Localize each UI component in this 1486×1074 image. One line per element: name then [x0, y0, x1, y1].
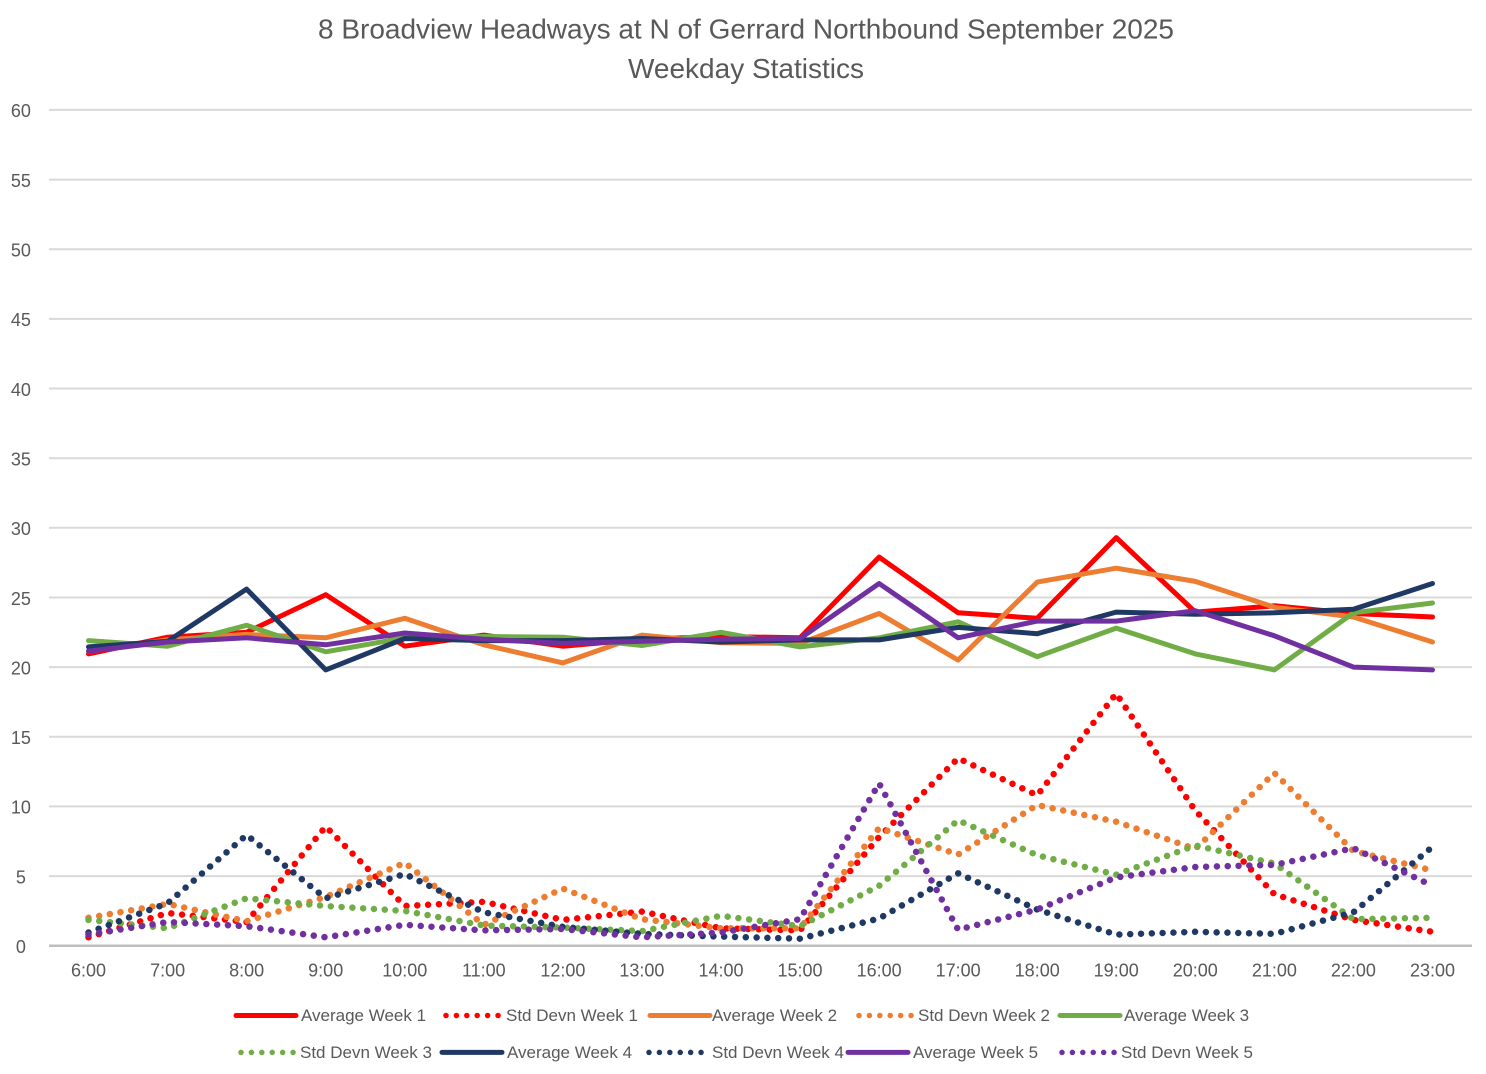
svg-text:Std Devn Week 2: Std Devn Week 2 — [918, 1006, 1050, 1025]
svg-text:Std Devn Week 1: Std Devn Week 1 — [506, 1006, 638, 1025]
svg-text:14:00: 14:00 — [698, 961, 743, 981]
svg-text:Std Devn Week 4: Std Devn Week 4 — [712, 1043, 844, 1062]
svg-text:50: 50 — [11, 241, 31, 261]
svg-text:45: 45 — [11, 310, 31, 330]
svg-text:22:00: 22:00 — [1331, 961, 1376, 981]
svg-text:Average Week 4: Average Week 4 — [507, 1043, 632, 1062]
svg-text:23:00: 23:00 — [1410, 961, 1455, 981]
svg-text:60: 60 — [11, 101, 31, 121]
svg-text:20: 20 — [11, 658, 31, 678]
svg-text:10:00: 10:00 — [382, 961, 427, 981]
svg-text:5: 5 — [16, 867, 26, 887]
svg-text:12:00: 12:00 — [540, 961, 585, 981]
svg-text:Std Devn Week 3: Std Devn Week 3 — [300, 1043, 432, 1062]
svg-text:Weekday Statistics: Weekday Statistics — [628, 53, 864, 84]
svg-text:Average Week 2: Average Week 2 — [712, 1006, 837, 1025]
svg-text:8:00: 8:00 — [229, 961, 264, 981]
svg-text:8 Broadview Headways at N of G: 8 Broadview Headways at N of Gerrard Nor… — [318, 14, 1174, 45]
svg-text:17:00: 17:00 — [936, 961, 981, 981]
svg-text:16:00: 16:00 — [857, 961, 902, 981]
svg-text:55: 55 — [11, 171, 31, 191]
svg-text:Average Week 3: Average Week 3 — [1124, 1006, 1249, 1025]
svg-text:18:00: 18:00 — [1015, 961, 1060, 981]
svg-text:30: 30 — [11, 519, 31, 539]
svg-text:25: 25 — [11, 589, 31, 609]
svg-text:11:00: 11:00 — [462, 961, 506, 981]
svg-text:15: 15 — [11, 728, 31, 748]
svg-text:19:00: 19:00 — [1094, 961, 1139, 981]
svg-text:Average Week 1: Average Week 1 — [301, 1006, 426, 1025]
svg-text:13:00: 13:00 — [619, 961, 664, 981]
svg-text:9:00: 9:00 — [308, 961, 343, 981]
svg-text:Average Week 5: Average Week 5 — [913, 1043, 1038, 1062]
svg-text:Std Devn Week 5: Std Devn Week 5 — [1121, 1043, 1253, 1062]
svg-text:15:00: 15:00 — [777, 961, 822, 981]
svg-text:35: 35 — [11, 450, 31, 470]
svg-text:7:00: 7:00 — [150, 961, 185, 981]
svg-text:10: 10 — [11, 798, 31, 818]
svg-text:20:00: 20:00 — [1173, 961, 1218, 981]
svg-text:40: 40 — [11, 380, 31, 400]
svg-text:6:00: 6:00 — [71, 961, 106, 981]
svg-text:0: 0 — [16, 937, 26, 957]
svg-text:21:00: 21:00 — [1252, 961, 1297, 981]
